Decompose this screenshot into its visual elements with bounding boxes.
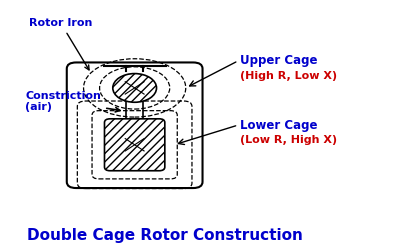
Text: Lower Cage: Lower Cage bbox=[240, 118, 318, 132]
Text: Rotor Iron: Rotor Iron bbox=[29, 18, 92, 70]
Text: (High R, Low X): (High R, Low X) bbox=[240, 70, 337, 81]
Text: Double Cage Rotor Construction: Double Cage Rotor Construction bbox=[27, 228, 303, 242]
Text: Upper Cage: Upper Cage bbox=[240, 54, 318, 67]
Circle shape bbox=[113, 74, 156, 102]
FancyBboxPatch shape bbox=[104, 119, 165, 171]
Text: Constriction
(air): Constriction (air) bbox=[25, 90, 120, 112]
Text: (Low R, High X): (Low R, High X) bbox=[240, 135, 337, 145]
